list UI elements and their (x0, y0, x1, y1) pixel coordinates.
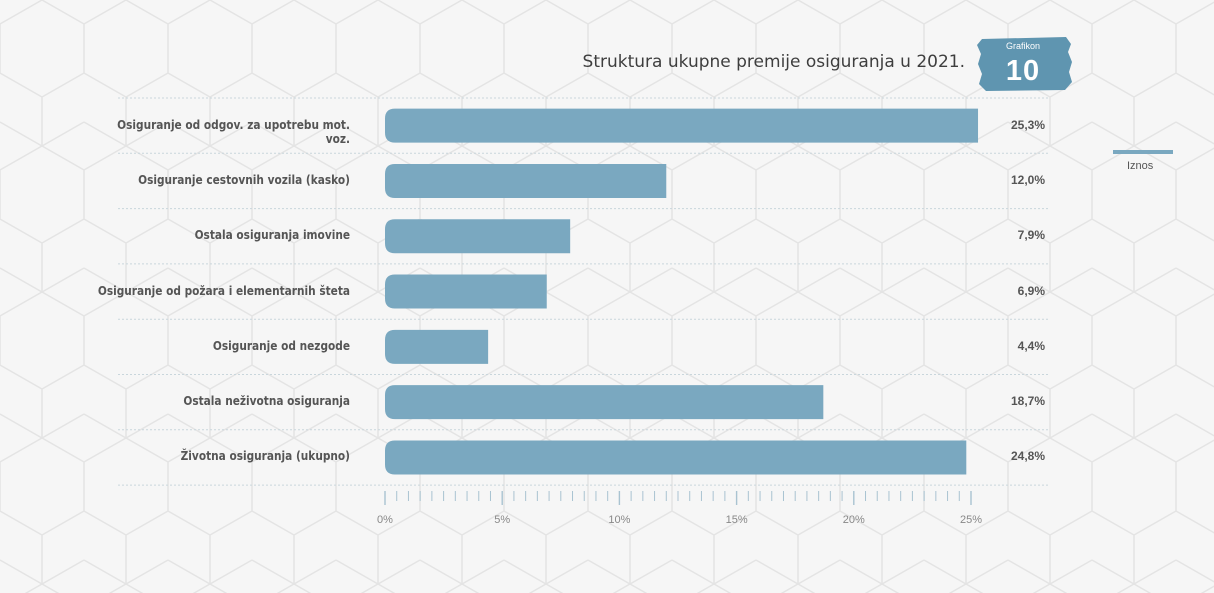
tick-label: 25% (959, 514, 983, 526)
category-label: Ostala osiguranja imovine (194, 228, 350, 243)
value-label: 24,8% (1010, 449, 1045, 464)
badge-brush-shape (977, 37, 1072, 91)
value-label: 6,9% (1017, 283, 1045, 298)
category-label: Osiguranje cestovnih vozila (kasko) (138, 172, 350, 187)
bar (385, 219, 571, 254)
legend-swatch (1113, 150, 1173, 154)
chart-title: Struktura ukupne premije osiguranja u 20… (582, 52, 965, 72)
tick-label: 15% (725, 514, 748, 526)
bar (385, 329, 489, 364)
category-label: Osiguranje od požara i elementarnih štet… (97, 283, 351, 298)
value-label: 4,4% (1017, 338, 1045, 353)
value-label: 25,3% (1010, 117, 1045, 132)
value-label: 7,9% (1017, 228, 1045, 243)
value-label: 12,0% (1010, 172, 1045, 187)
category-label: Osiguranje od nezgode (212, 338, 350, 353)
legend-label: Iznos (1127, 160, 1154, 172)
tick-label: 0% (377, 514, 393, 526)
tick-label: 5% (494, 514, 511, 526)
category-label: Životna osiguranja (ukupno) (180, 449, 350, 464)
bar (385, 108, 979, 143)
bar (385, 274, 547, 309)
bar (385, 440, 967, 475)
badge-number: 10 (1005, 55, 1041, 87)
badge-label: Grafikon (1005, 41, 1040, 51)
tick-label: 20% (842, 514, 865, 526)
value-label: 18,7% (1010, 394, 1045, 409)
bar (385, 385, 824, 420)
tick-label: 10% (608, 514, 631, 526)
category-label: Osiguranje od odgov. za upotrebu mot. vo… (117, 117, 350, 146)
category-label: Ostala neživotna osiguranja (183, 394, 350, 409)
bar (385, 163, 667, 198)
